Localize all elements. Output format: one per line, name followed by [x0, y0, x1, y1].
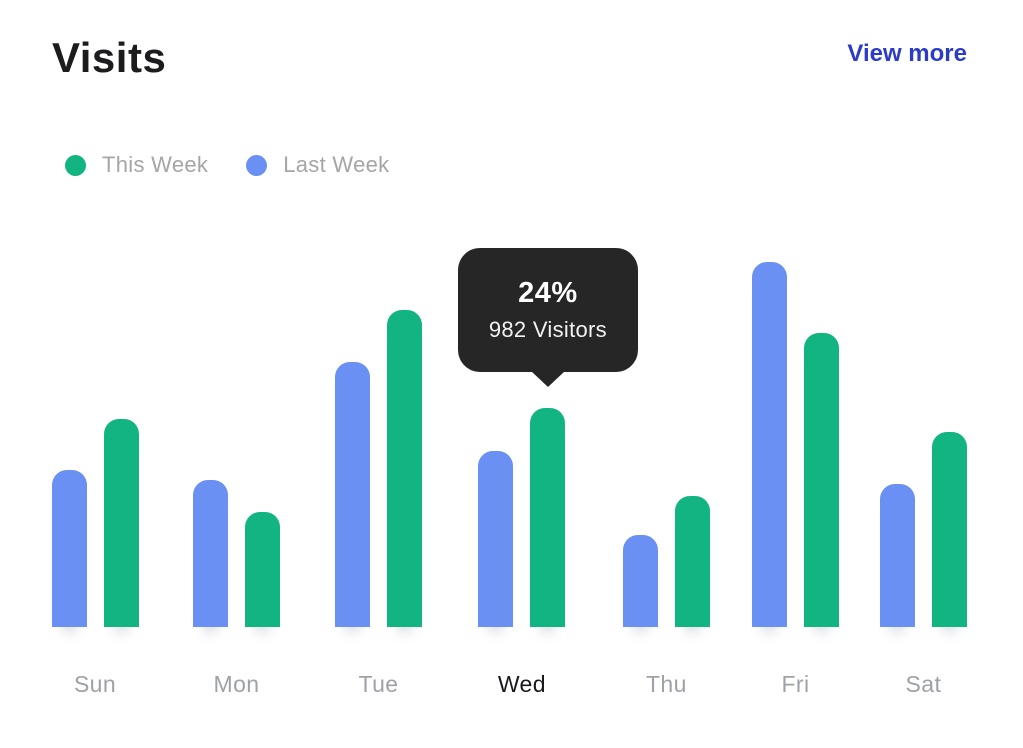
day-group-sun: [51, 419, 139, 627]
x-axis-label-fri: Fri: [781, 671, 810, 697]
bar-last-week-tue[interactable]: [335, 362, 370, 627]
x-axis-label-tue: Tue: [358, 671, 399, 697]
bar-this-week-tue[interactable]: [387, 310, 422, 627]
day-group-wed: [478, 408, 566, 627]
legend-label-this-week: This Week: [102, 152, 209, 177]
tooltip-visitors: 982 Visitors: [488, 317, 607, 342]
bar-this-week-fri[interactable]: [804, 333, 839, 627]
bar-last-week-thu[interactable]: [622, 535, 658, 627]
legend-item-this-week[interactable]: This Week: [65, 152, 208, 178]
tooltip-percent: 24%: [518, 277, 578, 309]
day-group-thu: [622, 496, 710, 627]
bar-last-week-wed[interactable]: [478, 451, 514, 627]
day-group-fri: [752, 262, 839, 627]
page-title: Visits: [52, 34, 167, 81]
bar-this-week-mon[interactable]: [245, 512, 280, 627]
bar-last-week-sun[interactable]: [51, 470, 87, 627]
bar-last-week-mon[interactable]: [193, 480, 228, 627]
last-week-dot-icon: [246, 154, 268, 176]
view-more-link[interactable]: View more: [847, 40, 967, 67]
bar-this-week-sat[interactable]: [931, 432, 967, 627]
x-axis-label-wed: Wed: [497, 671, 546, 697]
tooltip: 24% 982 Visitors: [457, 248, 638, 372]
x-axis-label-sun: Sun: [73, 671, 117, 697]
legend-label-last-week: Last Week: [283, 152, 390, 177]
legend: This Week Last Week: [65, 152, 389, 178]
this-week-dot-icon: [65, 154, 86, 176]
x-axis-label-thu: Thu: [645, 671, 687, 697]
day-group-sat: [879, 432, 967, 627]
bar-chart: 24% 982 Visitors Sun Mon Tue Wed Thu Fri Sat: [0, 230, 1023, 697]
day-group-mon: [193, 480, 280, 627]
legend-item-last-week[interactable]: Last Week: [246, 152, 389, 178]
x-axis-label-sat: Sat: [905, 671, 942, 697]
day-group-tue: [335, 310, 422, 627]
bar-last-week-sat[interactable]: [879, 484, 915, 627]
x-axis-label-mon: Mon: [213, 671, 260, 697]
bar-this-week-sun[interactable]: [103, 419, 139, 627]
bar-this-week-wed[interactable]: [530, 408, 566, 627]
bar-this-week-thu[interactable]: [674, 496, 710, 627]
bar-last-week-fri[interactable]: [752, 262, 787, 627]
